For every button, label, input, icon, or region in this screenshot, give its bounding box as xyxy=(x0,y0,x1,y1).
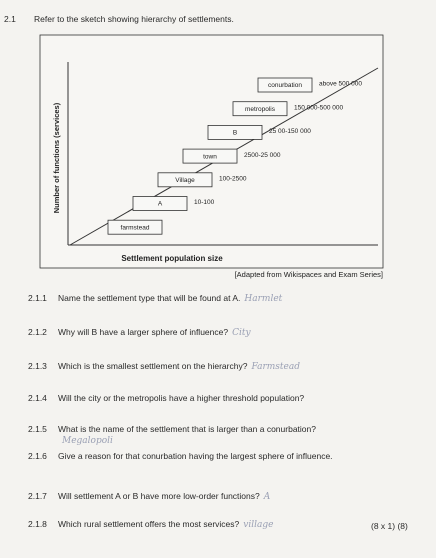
question-number: 2.1.6 xyxy=(28,451,47,461)
level-box xyxy=(232,101,288,117)
question-text: Will settlement A or B have more low-ord… xyxy=(58,491,358,503)
question-text: What is the name of the settlement that … xyxy=(58,424,358,447)
level-label: conurbation xyxy=(268,82,302,89)
level-box xyxy=(157,172,213,188)
question-text: Will the city or the metropolis have a h… xyxy=(58,393,358,404)
level-range: above 500 000 xyxy=(319,81,362,88)
handwritten-answer: City xyxy=(232,328,251,338)
level-range: 2500-25 000 xyxy=(244,152,281,159)
question-number: 2.1.4 xyxy=(28,393,47,403)
level-box xyxy=(207,125,263,140)
y-axis-label: Number of functions (services) xyxy=(52,102,61,213)
question-number: 2.1.7 xyxy=(28,491,47,501)
question-text: Which is the smallest settlement on the … xyxy=(58,361,248,371)
level-box xyxy=(107,219,163,235)
question-text: Which is the smallest settlement on the … xyxy=(58,361,358,373)
level-range: 100-2500 xyxy=(219,176,247,183)
question-number: 2.1.5 xyxy=(28,424,47,434)
level-range: 10-100 xyxy=(194,199,215,206)
level-label: farmstead xyxy=(121,224,150,231)
handwritten-answer: village xyxy=(243,520,274,530)
question-number: 2.1.3 xyxy=(28,361,47,371)
handwritten-answer: Farmstead xyxy=(251,362,300,372)
level-box xyxy=(257,77,313,93)
question-text: What is the name of the settlement that … xyxy=(58,424,316,434)
question-text: Will the city or the metropolis have a h… xyxy=(58,393,305,403)
question-text: Give a reason for that conurbation havin… xyxy=(58,451,333,461)
question-number: 2.1.1 xyxy=(28,293,47,303)
marks: (8 x 1) (8) xyxy=(371,521,408,531)
question-text: Which rural settlement offers the most s… xyxy=(58,519,240,529)
handwritten-answer: A xyxy=(263,492,271,502)
question-number: 2.1.2 xyxy=(28,327,47,337)
question-text: Why will B have a larger sphere of influ… xyxy=(58,327,358,339)
question-number: 2.1 xyxy=(4,14,16,24)
level-label: town xyxy=(203,153,217,160)
question-text: Refer to the sketch showing hierarchy of… xyxy=(34,14,234,24)
level-label: B xyxy=(233,130,237,137)
source: [Adapted from Wikispaces and Exam Series… xyxy=(235,270,383,279)
question-text: Which rural settlement offers the most s… xyxy=(58,519,358,531)
diagram: Number of functions (services) Settlemen… xyxy=(39,34,384,279)
handwritten-answer: Harmlet xyxy=(244,294,283,304)
question-number: 2.1.8 xyxy=(28,519,47,529)
x-axis-label: Settlement population size xyxy=(121,254,223,263)
handwritten-answer: Megalopoli xyxy=(62,436,113,446)
level-label: metropolis xyxy=(245,106,276,113)
question-text: Why will B have a larger sphere of influ… xyxy=(58,327,229,337)
question-text: Name the settlement type that will be fo… xyxy=(58,293,241,303)
question-text: Name the settlement type that will be fo… xyxy=(58,293,358,305)
level-box xyxy=(132,196,188,211)
level-box xyxy=(182,148,238,164)
level-range: 150 000-500 000 xyxy=(294,104,344,111)
level-label: Village xyxy=(175,177,195,184)
level-range: 25 00-150 000 xyxy=(269,128,311,135)
level-label: A xyxy=(158,201,163,208)
question-text: Give a reason for that conurbation havin… xyxy=(58,451,358,462)
question-text: Will settlement A or B have more low-ord… xyxy=(58,491,260,501)
